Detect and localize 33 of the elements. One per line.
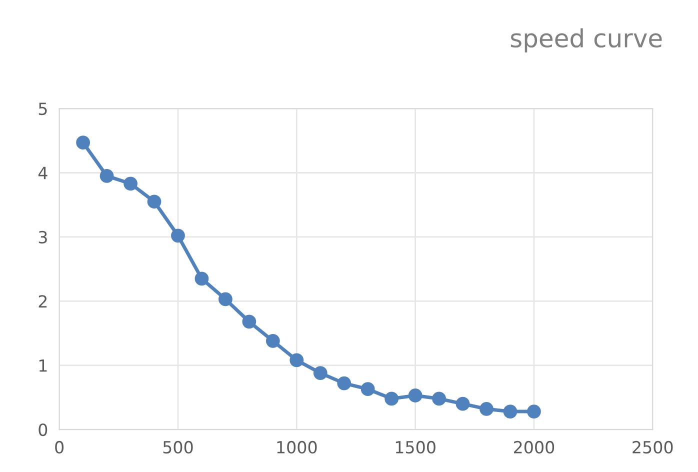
y-tick-label: 4 xyxy=(38,166,48,180)
point xyxy=(100,169,114,183)
x-tick-label: 500 xyxy=(163,440,193,454)
y-tick-label: 2 xyxy=(38,295,47,308)
y-tick-label: 5 xyxy=(38,102,47,116)
point xyxy=(76,136,90,150)
x-tick-label: 1000 xyxy=(277,440,317,454)
x-tick-label: 0 xyxy=(55,440,64,454)
point xyxy=(527,404,541,418)
point xyxy=(456,396,470,411)
point xyxy=(313,366,328,380)
y-tick-label: 0 xyxy=(38,423,48,436)
point xyxy=(337,376,352,390)
point xyxy=(218,292,232,306)
point xyxy=(242,314,256,329)
point xyxy=(360,382,375,396)
x-tick-label: 2000 xyxy=(514,440,554,454)
x-tick-label: 2500 xyxy=(632,440,673,454)
point xyxy=(384,392,399,406)
point xyxy=(147,194,162,209)
point xyxy=(290,353,304,368)
point xyxy=(480,402,494,416)
point xyxy=(432,392,446,406)
x-tick-label: 1500 xyxy=(396,440,436,454)
point xyxy=(266,334,280,348)
y-tick-label: 1 xyxy=(39,360,47,372)
point xyxy=(194,272,209,286)
point xyxy=(171,228,185,243)
point xyxy=(124,176,138,191)
point xyxy=(503,404,518,418)
point xyxy=(408,388,422,402)
chart-title: speed curve xyxy=(510,28,662,52)
y-tick-label: 3 xyxy=(38,230,47,244)
